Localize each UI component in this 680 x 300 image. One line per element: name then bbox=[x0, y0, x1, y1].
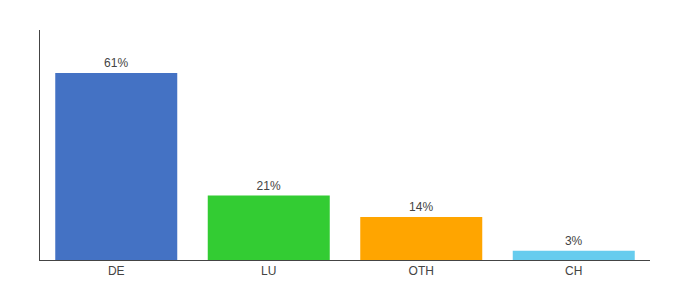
svg-text:3%: 3% bbox=[565, 234, 583, 248]
svg-text:21%: 21% bbox=[257, 179, 281, 193]
svg-text:61%: 61% bbox=[104, 56, 128, 70]
svg-text:CH: CH bbox=[565, 264, 582, 278]
svg-text:DE: DE bbox=[108, 264, 125, 278]
svg-text:14%: 14% bbox=[409, 200, 433, 214]
svg-text:LU: LU bbox=[261, 264, 276, 278]
svg-text:OTH: OTH bbox=[409, 264, 434, 278]
